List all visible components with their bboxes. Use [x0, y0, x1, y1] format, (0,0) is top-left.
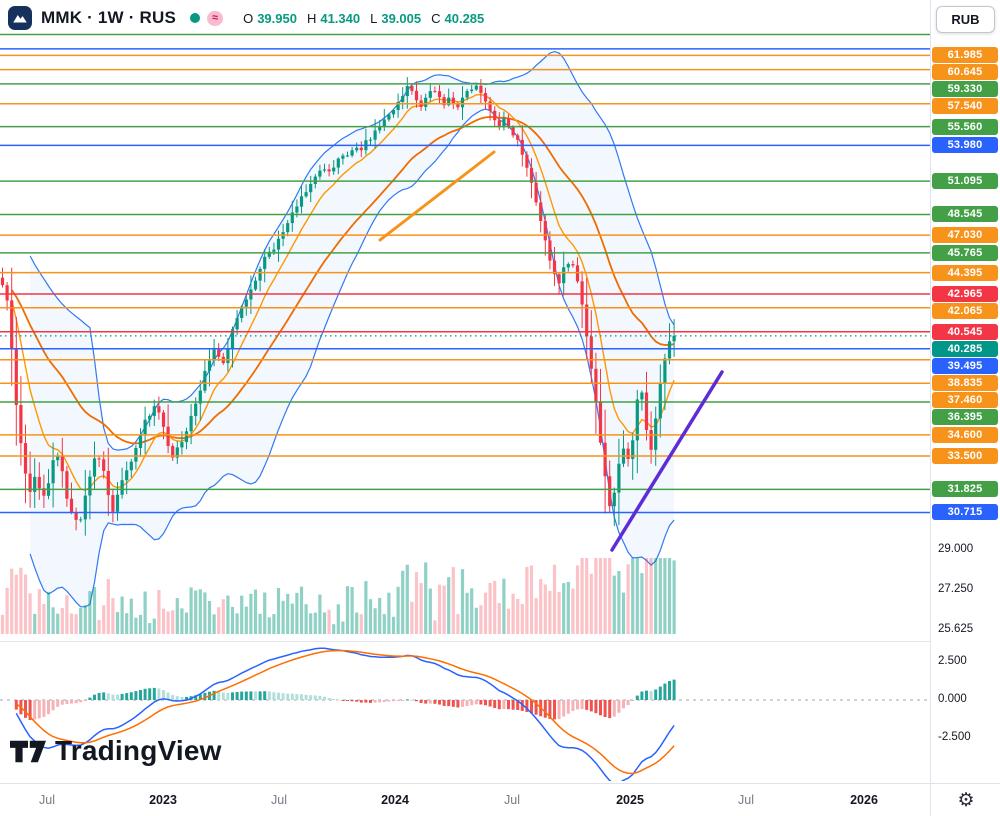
price-pane [0, 33, 930, 634]
time-axis-label: Jul [504, 793, 520, 807]
price-level-label[interactable]: 60.645 [932, 64, 998, 80]
indicator-chips: ≈ [190, 10, 224, 26]
volume-bars [0, 558, 676, 634]
symbol-title[interactable]: MMK · 1W · RUS [41, 8, 177, 27]
settings-gear-icon[interactable]: ⚙ [957, 790, 975, 811]
ema-slow-line[interactable] [10, 115, 675, 445]
price-level-label[interactable]: 34.600 [932, 427, 998, 443]
purple-trendline[interactable] [610, 370, 724, 552]
price-tick-label: 29.000 [938, 543, 974, 555]
watermark-text: TradingView [55, 735, 222, 766]
orange-trendline[interactable] [378, 150, 496, 242]
time-axis-label: Jul [39, 793, 55, 807]
price-tick-label: 25.625 [938, 623, 974, 635]
main-chart-canvas[interactable] [0, 0, 930, 783]
indicator-wave-icon[interactable]: ≈ [207, 10, 224, 26]
price-level-label[interactable]: 38.835 [932, 375, 998, 391]
open-label: O [243, 10, 254, 26]
macd-tick-label: -2.500 [938, 731, 971, 743]
axis-corner: ⚙ [930, 783, 1000, 816]
price-level-label[interactable]: 37.460 [932, 392, 998, 408]
price-level-label[interactable]: 36.395 [932, 409, 998, 425]
price-level-label[interactable]: 48.545 [932, 206, 998, 222]
tradingview-watermark[interactable]: TradingView [10, 735, 222, 767]
low-label: L [370, 10, 378, 26]
price-level-label[interactable]: 53.980 [932, 137, 998, 153]
price-level-label[interactable]: 42.065 [932, 303, 998, 319]
price-level-label[interactable]: 51.095 [932, 173, 998, 189]
bollinger-upper-band[interactable] [29, 50, 675, 451]
time-axis-label: 2023 [149, 793, 177, 807]
high-label: H [306, 10, 317, 26]
price-level-label[interactable]: 61.985 [932, 47, 998, 63]
macd-tick-label: 0.000 [938, 693, 967, 705]
time-axis-label: 2026 [850, 793, 878, 807]
currency-button[interactable]: RUB [936, 6, 995, 33]
current-price-label[interactable]: 40.285 [932, 341, 998, 357]
price-level-label[interactable]: 31.825 [932, 481, 998, 497]
ohlc-readout: O 39.950 H 41.340 L 39.005 C 40.285 [237, 11, 484, 26]
price-level-label[interactable]: 59.330 [932, 81, 998, 97]
price-level-label[interactable]: 30.715 [932, 504, 998, 520]
macd-histogram [14, 679, 676, 720]
close-label: C [431, 10, 441, 26]
price-level-label[interactable]: 45.765 [932, 245, 998, 261]
high-value: 41.340 [320, 10, 361, 26]
low-value: 39.005 [381, 10, 422, 26]
price-level-label[interactable]: 33.500 [932, 448, 998, 464]
time-axis-label: Jul [738, 793, 754, 807]
macd-signal-line[interactable] [15, 649, 675, 775]
horizontal-price-lines[interactable] [0, 33, 930, 514]
time-axis[interactable]: Jul 2023 Jul 2024 Jul 2025 Jul 2026 [0, 783, 930, 816]
time-axis-label: 2024 [381, 793, 409, 807]
time-axis-label: Jul [271, 793, 287, 807]
symbol-legend: MMK · 1W · RUS ≈ O 39.950 H 41.340 L 39.005… [8, 6, 484, 30]
price-tick-label: 27.250 [938, 583, 974, 595]
price-level-label[interactable]: 40.545 [932, 324, 998, 340]
open-value: 39.950 [257, 10, 297, 26]
close-value: 40.285 [444, 10, 485, 26]
bollinger-fill [30, 51, 675, 607]
mmk-logo-icon[interactable] [8, 6, 32, 30]
time-axis-label: 2025 [616, 793, 644, 807]
price-level-label[interactable]: 55.560 [932, 119, 998, 135]
bollinger-lower-band[interactable] [29, 108, 675, 608]
price-level-label[interactable]: 39.495 [932, 358, 998, 374]
tradingview-logo-icon [10, 740, 46, 762]
price-level-label[interactable]: 47.030 [932, 227, 998, 243]
price-level-label[interactable]: 44.395 [932, 265, 998, 281]
price-axis[interactable]: 61.985 60.645 59.330 57.540 55.560 53.980 51.0… [930, 0, 1000, 783]
price-level-label[interactable]: 57.540 [932, 98, 998, 114]
indicator-dot-icon[interactable] [190, 13, 201, 23]
macd-pane [0, 647, 930, 781]
price-level-label[interactable]: 42.965 [932, 286, 998, 302]
macd-tick-label: 2.500 [938, 655, 967, 667]
